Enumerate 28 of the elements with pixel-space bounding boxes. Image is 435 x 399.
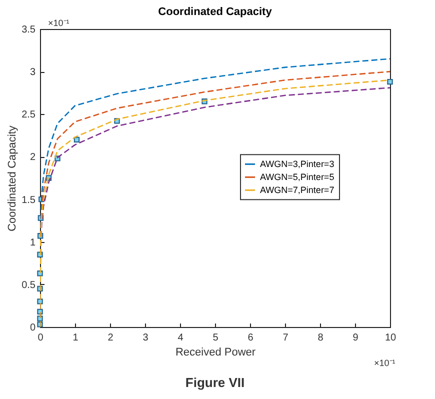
y-tick-label: 1.5 xyxy=(22,194,36,206)
x-axis-title: Received Power xyxy=(175,346,256,358)
y-tick-label: 3 xyxy=(30,67,36,78)
legend-label: AWGN=5,Pinter=5 xyxy=(260,172,334,182)
x-tick-label: 5 xyxy=(212,332,219,344)
legend-label: AWGN=3,Pinter=3 xyxy=(260,159,334,170)
x-tick-label: 6 xyxy=(248,332,254,344)
legend-label: AWGN=7,Pinter=7 xyxy=(260,185,334,196)
y-axis-title: Coordinated Capacity xyxy=(6,125,19,232)
x-tick-label: 2 xyxy=(108,332,114,344)
text: ×10⁻¹ xyxy=(48,18,70,28)
x-tick-label: 9 xyxy=(352,332,359,344)
y-tick-label: 1 xyxy=(30,237,36,248)
text: ×10⁻¹ xyxy=(374,358,396,368)
x-tick-label: 7 xyxy=(282,332,289,344)
y-tick-label: 0.5 xyxy=(22,280,36,291)
x-tick-label: 4 xyxy=(178,332,184,344)
x-tick-label: 3 xyxy=(142,332,149,344)
x-tick-label: 8 xyxy=(318,332,324,344)
x-tick-label: 0 xyxy=(38,332,44,344)
y-tick-label: 3.5 xyxy=(22,24,36,36)
y-tick-label: 2 xyxy=(30,152,36,164)
y-tick-label: 0 xyxy=(30,322,36,334)
x-tick-label: 10 xyxy=(384,332,396,344)
chart-title: Coordinated Capacity xyxy=(158,6,273,18)
y-tick-label: 2.5 xyxy=(22,110,36,121)
x-tick-label: 1 xyxy=(72,332,79,344)
text: Figure VII xyxy=(185,375,245,390)
